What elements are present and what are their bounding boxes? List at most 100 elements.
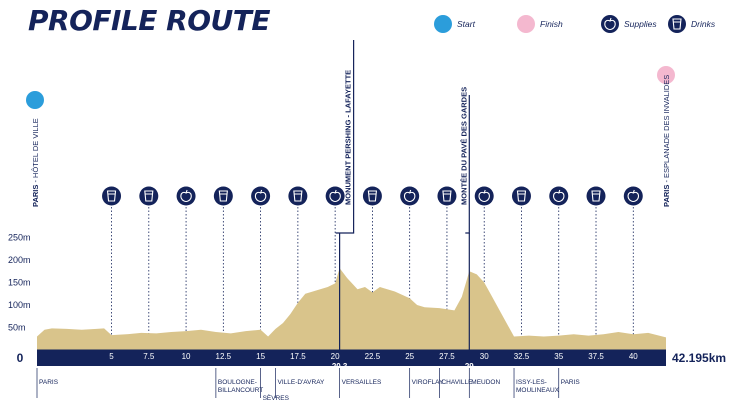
- apple-body: [478, 191, 490, 203]
- y-tick-label: 200m: [8, 255, 31, 265]
- x-special-tick-label: 29: [465, 362, 474, 371]
- x-tick-label: 37.5: [588, 352, 604, 361]
- apple-body: [553, 191, 565, 203]
- y-tick-label: 150m: [8, 278, 31, 288]
- x-axis: 5 7.5 10 12.5 15 17.5 20 22.5 25 27.5 30 32.5 35 37.5…: [17, 349, 726, 371]
- start-dot-icon: [434, 15, 452, 33]
- climb-label: MONUMENT PERSHING - LAFAYETTE: [344, 70, 353, 205]
- apple-body: [329, 191, 341, 203]
- place-label: ISSY-LES-: [516, 379, 547, 386]
- supplies-station-icon: [251, 186, 271, 206]
- station-supplies: [176, 186, 196, 206]
- cup-icon: [668, 15, 686, 33]
- legend-item-drinks: Drinks: [668, 15, 716, 33]
- supplies-station-icon: [623, 186, 643, 206]
- x-tick-label: 22.5: [365, 352, 381, 361]
- cup-body: [106, 190, 117, 202]
- stations: [102, 186, 643, 206]
- x-tick-label: 20: [331, 352, 340, 361]
- place-label: PARIS: [39, 379, 59, 386]
- place-label: CHAVILLE: [441, 379, 473, 386]
- drinks-station-icon: [288, 186, 308, 206]
- start-location: - HÔTEL DE VILLE: [31, 118, 40, 184]
- apple-stem: [609, 17, 612, 22]
- cup-body: [591, 190, 601, 202]
- place-label: MOULINEAUX: [516, 387, 560, 394]
- start-finish: PARIS - HÔTEL DE VILLE PARIS - ESPLANADE …: [26, 66, 675, 207]
- station-drinks: [511, 186, 531, 206]
- station-supplies: [623, 186, 643, 206]
- y-axis: 50m 100m 150m 200m 250m: [8, 233, 31, 333]
- station-drinks: [288, 186, 308, 206]
- x-tick-label: 27.5: [439, 352, 455, 361]
- elevation-area: [37, 268, 666, 350]
- apple-body: [254, 191, 267, 203]
- start-label: PARIS - HÔTEL DE VILLE: [31, 118, 40, 207]
- finish-city: PARIS: [662, 185, 671, 207]
- apple-stem: [334, 189, 337, 194]
- x-tick-label: 30: [480, 352, 489, 361]
- y-tick-label: 250m: [8, 233, 31, 243]
- page-title: PROFILE ROUTE: [28, 4, 270, 37]
- x-tick-label: 12.5: [216, 352, 232, 361]
- plot-area: 50m 100m 150m 200m 250m MONUMENT PERSHING - L…: [8, 40, 726, 402]
- station-drinks: [437, 186, 457, 206]
- legend-label: Finish: [540, 19, 563, 29]
- place-label: BILLANCOURT: [218, 387, 263, 394]
- drinks-station-icon: [362, 186, 382, 206]
- apple-icon: [601, 15, 619, 33]
- apple-body: [604, 19, 616, 31]
- x-start-label: 0: [17, 351, 24, 365]
- drinks-station-icon: [511, 186, 531, 206]
- x-tick-label: 15: [256, 352, 265, 361]
- supplies-station-icon: [549, 186, 569, 206]
- apple-stem: [632, 189, 635, 194]
- legend-label: Supplies: [624, 19, 657, 29]
- legend-label: Start: [457, 19, 476, 29]
- legend-item-start: Start: [434, 15, 476, 33]
- x-tick-label: 17.5: [290, 352, 306, 361]
- x-tick-label: 40: [629, 352, 638, 361]
- drinks-station-icon: [586, 186, 606, 206]
- apple-stem: [558, 189, 561, 194]
- drinks-station-icon: [139, 186, 159, 206]
- x-end-label: 42.195km: [672, 351, 726, 365]
- station-supplies: [549, 186, 569, 206]
- drinks-station-icon: [437, 186, 457, 206]
- finish-label: PARIS - ESPLANADE DES INVALIDES: [662, 75, 671, 207]
- station-supplies: [251, 186, 271, 206]
- station-supplies: [400, 186, 420, 206]
- supplies-station-icon: [325, 186, 345, 206]
- climb-marker-bracket: [465, 95, 470, 234]
- cup-body: [442, 190, 452, 202]
- cup-body: [218, 190, 228, 202]
- place-label: MEUDON: [471, 379, 500, 386]
- y-tick-label: 100m: [8, 300, 31, 310]
- supplies-station-icon: [474, 186, 494, 206]
- x-tick-label: 35: [554, 352, 563, 361]
- finish-location: - ESPLANADE DES INVALIDES: [662, 75, 671, 185]
- supplies-station-icon: [400, 186, 420, 206]
- legend: Start Finish Supplies Drinks: [434, 15, 716, 33]
- x-tick-label: 10: [182, 352, 191, 361]
- x-tick-label: 5: [109, 352, 114, 361]
- cup-body: [367, 190, 378, 202]
- x-special-tick-label: 20.3: [332, 362, 348, 371]
- apple-stem: [185, 189, 188, 194]
- cup-body: [672, 18, 682, 30]
- place-label: VIROFLAY: [412, 379, 444, 386]
- place-label: SÈVRES: [263, 393, 290, 402]
- climb-marker-bracket: [335, 40, 355, 234]
- station-drinks: [139, 186, 159, 206]
- climb-label: MONTÉE DU PAVÉ DES GARDES: [459, 87, 468, 205]
- apple-body: [627, 191, 639, 203]
- station-supplies: [474, 186, 494, 206]
- place-label: VILLE-D'AVRAY: [278, 379, 326, 386]
- apple-body: [180, 191, 192, 203]
- cup-body: [516, 190, 527, 202]
- x-tick-label: 25: [405, 352, 414, 361]
- legend-label: Drinks: [691, 19, 716, 29]
- station-drinks: [213, 186, 233, 206]
